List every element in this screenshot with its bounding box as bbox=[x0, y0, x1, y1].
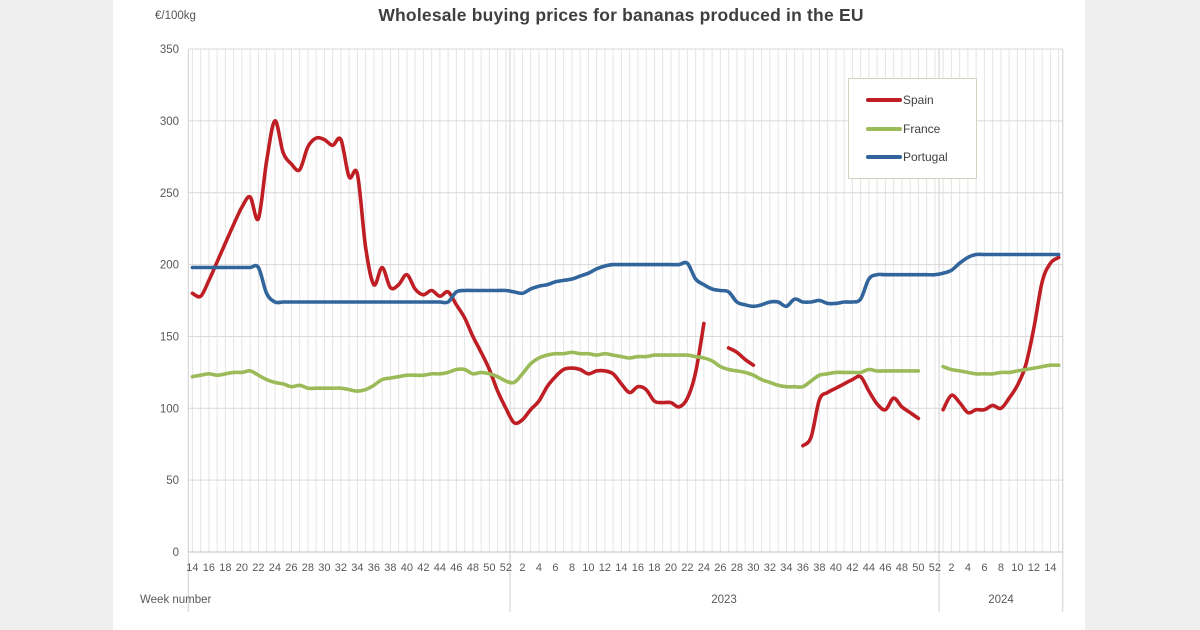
svg-text:16: 16 bbox=[203, 562, 215, 574]
svg-text:48: 48 bbox=[467, 562, 479, 574]
svg-text:10: 10 bbox=[1011, 562, 1023, 574]
svg-text:32: 32 bbox=[764, 562, 776, 574]
svg-text:0: 0 bbox=[173, 547, 179, 559]
spain-line bbox=[190, 119, 1061, 448]
svg-text:46: 46 bbox=[450, 562, 462, 574]
svg-text:4: 4 bbox=[536, 562, 542, 574]
svg-text:150: 150 bbox=[160, 331, 179, 343]
svg-text:2: 2 bbox=[948, 562, 954, 574]
svg-text:36: 36 bbox=[797, 562, 809, 574]
svg-text:48: 48 bbox=[896, 562, 908, 574]
svg-text:34: 34 bbox=[351, 562, 363, 574]
legend-item-spain: Spain bbox=[866, 93, 976, 107]
svg-text:36: 36 bbox=[368, 562, 380, 574]
svg-text:20: 20 bbox=[665, 562, 677, 574]
svg-text:6: 6 bbox=[981, 562, 987, 574]
svg-text:50: 50 bbox=[166, 475, 179, 487]
legend-label-portugal: Portugal bbox=[903, 149, 948, 164]
svg-text:18: 18 bbox=[648, 562, 660, 574]
svg-text:350: 350 bbox=[160, 44, 179, 56]
svg-text:28: 28 bbox=[731, 562, 743, 574]
svg-text:100: 100 bbox=[160, 403, 179, 415]
svg-text:26: 26 bbox=[714, 562, 726, 574]
svg-text:44: 44 bbox=[434, 562, 446, 574]
svg-text:12: 12 bbox=[1028, 562, 1040, 574]
svg-text:52: 52 bbox=[929, 562, 941, 574]
svg-text:14: 14 bbox=[186, 562, 198, 574]
svg-text:14: 14 bbox=[615, 562, 627, 574]
svg-text:200: 200 bbox=[160, 260, 179, 272]
svg-text:50: 50 bbox=[912, 562, 924, 574]
portugal-line bbox=[190, 252, 1061, 309]
svg-text:34: 34 bbox=[780, 562, 792, 574]
svg-text:38: 38 bbox=[384, 562, 396, 574]
y-axis-unit-label: €/100kg bbox=[155, 10, 196, 22]
svg-text:40: 40 bbox=[401, 562, 413, 574]
spain-line-swatch bbox=[866, 98, 902, 103]
svg-text:300: 300 bbox=[160, 116, 179, 128]
svg-text:32: 32 bbox=[335, 562, 347, 574]
year-label-2024: 2024 bbox=[988, 594, 1014, 606]
svg-text:20: 20 bbox=[236, 562, 248, 574]
svg-text:24: 24 bbox=[698, 562, 710, 574]
svg-text:18: 18 bbox=[219, 562, 231, 574]
year-label-2023: 2023 bbox=[711, 594, 737, 606]
svg-text:42: 42 bbox=[846, 562, 858, 574]
svg-text:16: 16 bbox=[632, 562, 644, 574]
legend: Spain France Portugal bbox=[848, 78, 977, 179]
svg-text:28: 28 bbox=[302, 562, 314, 574]
svg-text:14: 14 bbox=[1044, 562, 1056, 574]
svg-text:8: 8 bbox=[569, 562, 575, 574]
svg-text:42: 42 bbox=[417, 562, 429, 574]
portugal-line-swatch bbox=[866, 154, 902, 159]
svg-text:46: 46 bbox=[879, 562, 891, 574]
svg-text:26: 26 bbox=[285, 562, 297, 574]
svg-text:44: 44 bbox=[863, 562, 875, 574]
legend-item-portugal: Portugal bbox=[866, 150, 976, 164]
svg-text:4: 4 bbox=[965, 562, 971, 574]
y-tick-labels: 0 50 100 150 200 250 300 350 bbox=[160, 44, 179, 559]
svg-text:30: 30 bbox=[318, 562, 330, 574]
svg-text:50: 50 bbox=[483, 562, 495, 574]
svg-text:10: 10 bbox=[582, 562, 594, 574]
svg-text:30: 30 bbox=[747, 562, 759, 574]
chart-title: Wholesale buying prices for bananas prod… bbox=[378, 5, 864, 25]
svg-text:40: 40 bbox=[830, 562, 842, 574]
legend-label-spain: Spain bbox=[903, 93, 934, 108]
legend-item-france: France bbox=[866, 122, 976, 136]
svg-text:6: 6 bbox=[552, 562, 558, 574]
legend-label-france: France bbox=[903, 121, 941, 136]
svg-text:52: 52 bbox=[500, 562, 512, 574]
svg-text:22: 22 bbox=[252, 562, 264, 574]
france-line bbox=[190, 350, 1061, 393]
svg-text:2: 2 bbox=[519, 562, 525, 574]
svg-text:12: 12 bbox=[599, 562, 611, 574]
svg-text:250: 250 bbox=[160, 188, 179, 200]
x-tick-labels: 14 16 18 20 22 24 26 28 30 32 34 36 38 40 42 44 46 48 50 52… bbox=[186, 562, 1056, 574]
france-line-swatch bbox=[866, 126, 902, 131]
svg-text:22: 22 bbox=[681, 562, 693, 574]
svg-text:24: 24 bbox=[269, 562, 281, 574]
svg-text:38: 38 bbox=[813, 562, 825, 574]
x-axis-label: Week number bbox=[140, 594, 212, 606]
svg-text:8: 8 bbox=[998, 562, 1004, 574]
